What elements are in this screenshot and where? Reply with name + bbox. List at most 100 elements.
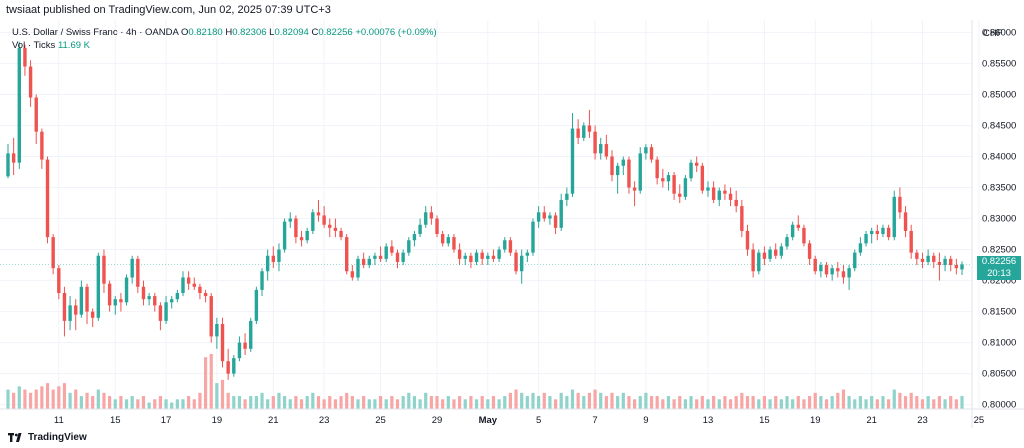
volume-bar xyxy=(689,396,693,409)
volume-bar xyxy=(395,399,400,409)
volume-bar xyxy=(824,399,829,409)
candle-body xyxy=(875,230,880,235)
candle-body xyxy=(587,125,592,132)
volume-bar xyxy=(830,396,834,409)
candle-body xyxy=(294,218,298,238)
candle-body xyxy=(774,249,778,256)
y-tick-label: 0.82500 xyxy=(982,245,1016,256)
candle-body xyxy=(220,324,225,362)
candlestick-chart[interactable]: 0.86000 0.85500 0.85000 0.84500 0.84000 0.835… xyxy=(0,20,1024,428)
candle-body xyxy=(593,131,597,154)
volume-bar xyxy=(384,399,388,409)
volume-bar xyxy=(847,396,851,409)
candle-body xyxy=(881,227,885,235)
candle-body xyxy=(627,159,631,188)
candle-body xyxy=(740,206,744,231)
volume-bar xyxy=(350,396,354,409)
volume-bar xyxy=(435,396,439,409)
x-tick-label: May xyxy=(479,415,498,426)
volume-bar xyxy=(412,396,417,409)
volume-bar xyxy=(757,399,761,409)
candle-body xyxy=(570,128,575,194)
volume-bar xyxy=(610,392,614,409)
volume-bar xyxy=(548,396,552,409)
volume-bar xyxy=(627,396,631,409)
candle-body xyxy=(79,286,84,315)
volume-bar xyxy=(429,396,433,409)
volume-bar xyxy=(339,396,343,409)
candle-body xyxy=(384,246,388,259)
symbol-text: U.S. Dollar / Swiss Franc · 4h · OANDA xyxy=(12,27,179,38)
candle-body xyxy=(542,212,546,219)
candle-body xyxy=(824,265,829,275)
y-tick-label: 0.80000 xyxy=(982,400,1016,411)
y-tick-label: 0.81000 xyxy=(982,338,1016,349)
volume-bar xyxy=(130,396,134,409)
candle-body xyxy=(565,193,569,200)
candle-body xyxy=(457,249,462,259)
volume-bar xyxy=(192,399,196,409)
candle-body xyxy=(271,255,276,262)
candle-body xyxy=(11,153,16,163)
volume-bar xyxy=(892,389,896,409)
volume-bar xyxy=(525,396,529,409)
candle-body xyxy=(119,299,123,303)
candle-body xyxy=(892,196,896,238)
candle-body xyxy=(531,221,535,253)
volume-bar xyxy=(62,383,67,409)
candle-body xyxy=(107,283,112,306)
volume-bar xyxy=(632,399,637,409)
volume-bar xyxy=(226,392,230,409)
volume-bar xyxy=(124,399,129,409)
tradingview-logo-icon xyxy=(8,433,22,442)
candle-body xyxy=(209,296,213,337)
y-tick-label: 0.84500 xyxy=(982,120,1016,131)
candle-body xyxy=(497,249,501,259)
candle-body xyxy=(599,144,603,154)
volume-bar xyxy=(187,396,191,409)
volume-bar xyxy=(232,396,236,409)
volume-bar xyxy=(954,399,958,409)
close-label: C xyxy=(311,27,319,38)
candle-body xyxy=(288,218,292,222)
volume-bar xyxy=(779,399,783,409)
candle-body xyxy=(694,162,699,166)
volume-bar xyxy=(706,399,710,409)
candle-body xyxy=(51,237,55,269)
candle-body xyxy=(661,178,665,182)
candle-body xyxy=(903,212,908,231)
candle-body xyxy=(407,240,411,253)
volume-bar xyxy=(441,399,445,409)
volume-bar xyxy=(898,392,902,409)
candle-body xyxy=(463,255,467,259)
x-tick-label: 5 xyxy=(536,415,541,426)
candle-body xyxy=(519,255,524,272)
volume-bar xyxy=(203,357,208,409)
volume-bar xyxy=(621,392,625,409)
volume-bar xyxy=(853,399,857,409)
volume-bar xyxy=(836,392,840,409)
volume-bar xyxy=(887,399,891,409)
candle-body xyxy=(706,187,710,191)
low-label: L xyxy=(269,27,275,38)
volume-bar xyxy=(277,392,281,409)
candle-body xyxy=(525,252,530,256)
volume-bar xyxy=(503,396,507,409)
volume-bar xyxy=(537,396,541,409)
volume-bar xyxy=(593,389,597,409)
candle-body xyxy=(678,193,682,197)
candle-body xyxy=(254,289,259,321)
volume-bar xyxy=(582,396,586,409)
y-tick-label: 0.82000 xyxy=(982,276,1016,287)
volume-bar xyxy=(175,399,179,409)
volume-bar xyxy=(215,383,219,409)
candle-body xyxy=(141,286,146,300)
volume-bar xyxy=(299,399,304,409)
open-value: 0.82180 xyxy=(188,27,223,38)
footer: TradingView xyxy=(0,428,1024,448)
chart-area[interactable]: 0.86000 0.85500 0.85000 0.84500 0.84000 0.835… xyxy=(0,20,1024,428)
candle-body xyxy=(909,230,913,253)
candle-body xyxy=(356,258,360,278)
x-tick-label: 23 xyxy=(319,415,330,426)
tradingview-logo[interactable]: TradingView xyxy=(8,432,87,443)
